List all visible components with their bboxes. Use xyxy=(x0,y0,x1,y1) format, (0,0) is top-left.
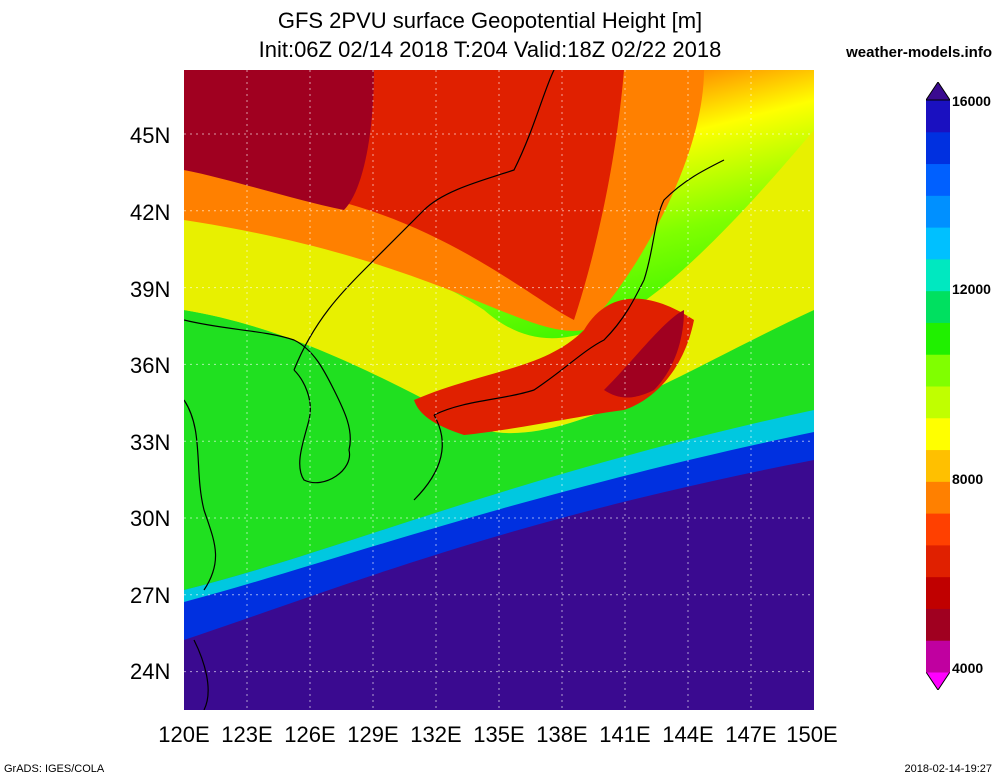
lon-tick-135: 135E xyxy=(473,722,525,747)
colorbar-label-12000: 12000 xyxy=(952,281,991,297)
lat-tick-27: 27N xyxy=(130,583,171,608)
colorbar-swatch xyxy=(926,163,950,196)
colorbar xyxy=(926,82,950,690)
colorbar-swatch xyxy=(926,195,950,228)
colorbar-swatch xyxy=(926,322,950,355)
field-cyan xyxy=(184,410,814,602)
grid-lines xyxy=(184,70,814,710)
lat-tick-24: 24N xyxy=(130,659,171,684)
lon-tick-120: 120E xyxy=(158,722,210,747)
field-darkred-tongue xyxy=(604,310,684,398)
lon-tick-129: 129E xyxy=(347,722,399,747)
site-label: weather-models.info xyxy=(846,44,992,61)
colorbar-swatch xyxy=(926,640,950,673)
colorbar-swatch xyxy=(926,100,950,133)
lat-tick-42: 42N xyxy=(130,200,171,225)
field-blue xyxy=(184,430,814,640)
lat-tick-39: 39N xyxy=(130,277,171,302)
colorbar-swatch xyxy=(926,481,950,514)
colorbar-min-arrow xyxy=(926,671,950,690)
colorbar-swatch xyxy=(926,290,950,323)
lat-tick-36: 36N xyxy=(130,353,171,378)
colorbar-swatch xyxy=(926,513,950,546)
colorbar-max-arrow xyxy=(926,82,950,101)
colorbar-swatch xyxy=(926,227,950,260)
footer-timestamp: 2018-02-14-19:27 xyxy=(904,763,992,775)
footer-credit: GrADS: IGES/COLA xyxy=(4,763,105,775)
colorbar-swatch xyxy=(926,258,950,292)
colorbar-swatch xyxy=(926,449,950,482)
chart-title: GFS 2PVU surface Geopotential Height [m] xyxy=(277,8,703,33)
lon-tick-150: 150E xyxy=(786,722,838,747)
coastlines xyxy=(183,69,725,711)
field-darkred-north xyxy=(184,70,374,210)
chart-subtitle: Init:06Z 02/14 2018 T:204 Valid:18Z 02/2… xyxy=(258,37,722,62)
colorbar-swatch xyxy=(926,544,950,578)
lon-tick-144: 144E xyxy=(662,722,714,747)
lat-tick-33: 33N xyxy=(130,430,171,455)
map-panel xyxy=(183,69,814,711)
colorbar-swatch xyxy=(926,608,950,641)
colorbar-swatch xyxy=(926,417,950,451)
lon-tick-141: 141E xyxy=(599,722,651,747)
colorbar-label-8000: 8000 xyxy=(952,471,984,487)
colorbar-label-16000: 16000 xyxy=(952,93,991,109)
colorbar-label-4000: 4000 xyxy=(952,660,984,676)
colorbar-swatch xyxy=(926,131,950,165)
colorbar-swatch xyxy=(926,576,950,609)
lon-tick-147: 147E xyxy=(725,722,777,747)
lon-tick-123: 123E xyxy=(221,722,273,747)
geopotential-map xyxy=(183,69,814,711)
lon-tick-126: 126E xyxy=(284,722,336,747)
lat-tick-45: 45N xyxy=(130,123,171,148)
colorbar-swatch xyxy=(926,354,950,387)
lon-tick-132: 132E xyxy=(410,722,462,747)
lat-tick-30: 30N xyxy=(130,506,171,531)
colorbar-swatch xyxy=(926,386,950,419)
lon-tick-138: 138E xyxy=(536,722,588,747)
